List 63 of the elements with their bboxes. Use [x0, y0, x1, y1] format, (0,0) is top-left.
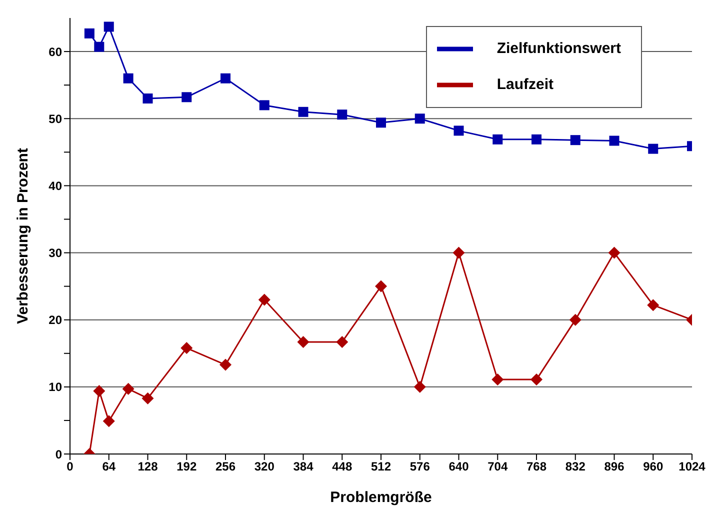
x-tick-label: 384	[293, 460, 314, 474]
point	[532, 134, 542, 144]
y-tick-label: 40	[48, 178, 62, 193]
y-tick-label: 10	[48, 380, 62, 394]
point	[122, 382, 134, 395]
point	[414, 380, 426, 393]
y-tick-label: 20	[48, 313, 62, 328]
point	[102, 415, 115, 428]
y-tick-label: 30	[48, 246, 62, 260]
point	[647, 299, 660, 312]
x-tick-label: 192	[176, 460, 197, 474]
x-tick-label: 512	[370, 460, 392, 474]
point	[182, 92, 192, 102]
point	[220, 73, 230, 84]
x-tick-label: 1024	[678, 460, 706, 474]
x-tick-label: 64	[102, 460, 116, 474]
point	[94, 42, 104, 52]
point	[142, 93, 153, 104]
y-tick-label: 0	[55, 447, 62, 462]
point	[336, 336, 348, 348]
point	[180, 342, 193, 354]
x-tick-label: 832	[565, 460, 586, 474]
point	[375, 280, 387, 292]
point	[123, 73, 134, 84]
x-tick-label: 896	[604, 460, 625, 474]
point	[492, 374, 504, 386]
point	[142, 392, 154, 404]
point	[492, 134, 503, 144]
point	[259, 100, 270, 110]
x-tick-label: 320	[254, 460, 275, 474]
point	[337, 110, 348, 120]
x-tick-label: 640	[448, 460, 470, 474]
x-tick-label: 768	[526, 460, 547, 474]
point	[104, 22, 114, 32]
x-tick-label: 576	[410, 460, 430, 474]
point	[258, 294, 270, 306]
point	[454, 126, 464, 136]
x-tick-label: 0	[66, 460, 74, 474]
legend-label: Zielfunktionswert	[496, 40, 621, 57]
point	[298, 106, 308, 117]
point	[609, 136, 620, 146]
point	[648, 144, 658, 154]
point	[84, 28, 94, 38]
x-tick-label: 128	[138, 460, 158, 474]
legend-label: Laufzeit	[496, 76, 554, 93]
x-tick-label: 960	[643, 460, 664, 474]
point	[530, 374, 542, 386]
point	[93, 384, 106, 397]
point	[569, 314, 582, 326]
x-axis-title: Problemgröße	[330, 489, 432, 506]
point	[297, 336, 310, 348]
point	[376, 118, 386, 128]
x-tick-label: 704	[488, 460, 508, 474]
point	[570, 135, 580, 146]
x-tick-label: 256	[215, 460, 236, 474]
point	[608, 246, 620, 259]
y-axis-title: Verbesserung in Prozent	[14, 148, 32, 324]
x-tick-label: 448	[332, 460, 352, 474]
point	[414, 114, 425, 124]
point	[452, 246, 465, 259]
y-tick-label: 60	[48, 44, 62, 59]
y-tick-label: 50	[48, 112, 62, 126]
point	[220, 358, 232, 371]
